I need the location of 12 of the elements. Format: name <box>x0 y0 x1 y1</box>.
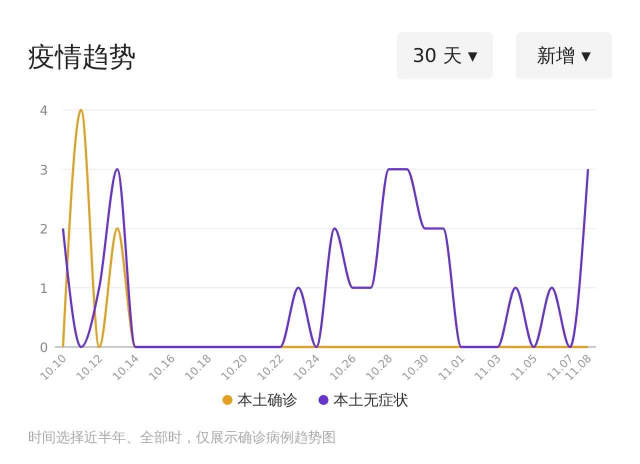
dropdown-field: 新增 ▾ <box>516 32 612 79</box>
y-tick-label: 2 <box>40 222 48 238</box>
y-tick-label: 4 <box>40 104 48 119</box>
y-tick-label: 3 <box>40 163 48 178</box>
text: 时间选择近半年、全部时，仅展示确诊病例趋势图 <box>28 430 336 446</box>
dropdown-field: 30 天 ▾ <box>397 32 493 79</box>
line-series <box>62 168 590 348</box>
y-tick-label: 0 <box>40 341 48 356</box>
legend-label: 本土确诊 <box>238 391 298 409</box>
y-tick-label: 1 <box>40 282 48 297</box>
legend-label: 本土无症状 <box>334 391 408 409</box>
chart-title: 疫情趋势 <box>28 42 136 73</box>
